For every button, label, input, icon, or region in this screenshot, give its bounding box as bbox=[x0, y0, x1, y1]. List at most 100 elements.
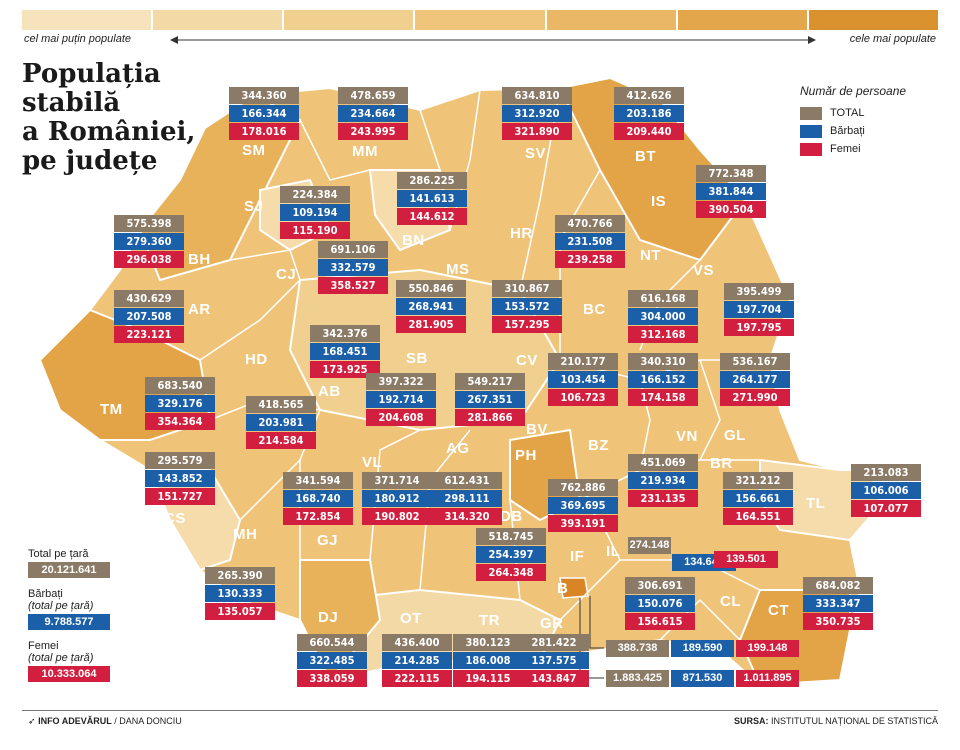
county-code-ph: PH bbox=[515, 447, 537, 464]
county-stack-tl: 213.083 106.006 107.077 bbox=[851, 464, 921, 518]
county-code-cv: CV bbox=[516, 352, 538, 369]
county-code-nt: NT bbox=[640, 247, 661, 264]
county-women: 214.584 bbox=[246, 432, 316, 449]
county-total: 549.217 bbox=[455, 373, 525, 390]
scale-segment bbox=[415, 10, 545, 30]
county-code-ms: MS bbox=[446, 261, 470, 278]
scale-segment bbox=[22, 10, 152, 30]
footer-divider bbox=[22, 710, 938, 731]
county-stack-ar: 430.629 207.508 223.121 bbox=[114, 290, 184, 344]
county-code-ag: AG bbox=[446, 440, 470, 457]
county-women: 243.995 bbox=[338, 123, 408, 140]
county-women: 107.077 bbox=[851, 500, 921, 517]
county-stack-cj: 691.106 332.579 358.527 bbox=[318, 241, 388, 295]
county-men: 279.360 bbox=[114, 233, 184, 250]
legend-item-men: Bărbați bbox=[800, 122, 950, 140]
county-stack-vl: 371.714 180.912 190.802 bbox=[362, 472, 432, 526]
county-stack-vn: 340.310 166.152 174.158 bbox=[628, 353, 698, 407]
county-women: 173.925 bbox=[310, 361, 380, 378]
county-stack-ph: 762.886 369.695 393.191 bbox=[548, 479, 618, 533]
county-total: 281.422 bbox=[519, 634, 589, 651]
county-women: 296.038 bbox=[114, 251, 184, 268]
legend: Număr de persoane TOTAL Bărbați Femei bbox=[800, 84, 950, 158]
county-men: 304.000 bbox=[628, 308, 698, 325]
scale-left-label: cel mai puțin populate bbox=[24, 33, 132, 45]
county-men: 130.333 bbox=[205, 585, 275, 602]
county-il-women: 139.501 bbox=[714, 551, 778, 568]
county-women: 178.016 bbox=[229, 123, 299, 140]
county-stack-dj: 660.544 322.485 338.059 bbox=[297, 634, 367, 688]
county-women: 151.727 bbox=[145, 488, 215, 505]
county-total: 536.167 bbox=[720, 353, 790, 370]
county-men: 333.347 bbox=[803, 595, 873, 612]
county-code-br: BR bbox=[710, 455, 733, 472]
county-women: 106.723 bbox=[548, 389, 618, 406]
source-strong: SURSA: bbox=[733, 716, 769, 726]
county-stack-tr: 380.123 186.008 194.115 bbox=[453, 634, 523, 688]
national-totals: Total pe țară 20.121.641 Bărbați (total … bbox=[28, 548, 208, 692]
county-men: 329.176 bbox=[145, 395, 215, 412]
legend-item-total: TOTAL bbox=[800, 104, 950, 122]
county-total: 342.376 bbox=[310, 325, 380, 342]
scale-segment bbox=[284, 10, 414, 30]
county-total: 295.579 bbox=[145, 452, 215, 469]
county-men: 192.714 bbox=[366, 391, 436, 408]
county-stack-bh: 575.398 279.360 296.038 bbox=[114, 215, 184, 269]
county-women: 281.905 bbox=[396, 316, 466, 333]
county-total: 762.886 bbox=[548, 479, 618, 496]
men-sub: (total pe țară) bbox=[28, 600, 94, 612]
county-women: 172.854 bbox=[283, 508, 353, 525]
county-total: 286.225 bbox=[397, 172, 467, 189]
county-if-total: 388.738 bbox=[606, 640, 669, 657]
legend-title: Număr de persoane bbox=[800, 84, 907, 98]
county-men: 234.664 bbox=[338, 105, 408, 122]
county-total: 684.082 bbox=[803, 577, 873, 594]
county-men: 156.661 bbox=[723, 490, 793, 507]
county-code-ar: AR bbox=[188, 301, 211, 318]
county-stack-ab: 342.376 168.451 173.925 bbox=[310, 325, 380, 379]
county-women: 390.504 bbox=[696, 201, 766, 218]
county-code-if: IF bbox=[570, 548, 585, 565]
county-total: 575.398 bbox=[114, 215, 184, 232]
county-total: 418.565 bbox=[246, 396, 316, 413]
county-men: 103.454 bbox=[548, 371, 618, 388]
county-women: 115.190 bbox=[280, 222, 350, 239]
county-code-tm: TM bbox=[100, 401, 123, 418]
county-code-vn: VN bbox=[676, 428, 698, 445]
county-men: 153.572 bbox=[492, 298, 562, 315]
legend-swatch bbox=[800, 124, 822, 138]
county-stack-sm: 344.360 166.344 178.016 bbox=[229, 87, 299, 141]
county-stack-gr: 281.422 137.575 143.847 bbox=[519, 634, 589, 688]
county-total: 436.400 bbox=[382, 634, 452, 651]
county-men: 207.508 bbox=[114, 308, 184, 325]
county-men: 109.194 bbox=[280, 204, 350, 221]
county-stack-hd: 418.565 203.981 214.584 bbox=[246, 396, 316, 450]
county-women: 239.258 bbox=[555, 251, 625, 268]
county-if-men: 189.590 bbox=[671, 640, 734, 657]
county-stack-vs: 395.499 197.704 197.795 bbox=[724, 283, 794, 337]
county-code-bv: BV bbox=[526, 421, 548, 438]
credit: ➶ INFO ADEVĂRUL / DANA DONCIU bbox=[28, 716, 182, 727]
county-stack-bn: 286.225 141.613 144.612 bbox=[397, 172, 467, 226]
county-stack-ct: 684.082 333.347 350.735 bbox=[803, 577, 873, 631]
county-code-bn: BN bbox=[402, 232, 425, 249]
county-women: 281.866 bbox=[455, 409, 525, 426]
county-stack-bv: 549.217 267.351 281.866 bbox=[455, 373, 525, 427]
county-stack-br: 451.069 219.934 231.135 bbox=[628, 454, 698, 508]
county-men: 381.844 bbox=[696, 183, 766, 200]
county-women: 314.320 bbox=[432, 508, 502, 525]
county-code-gl: GL bbox=[724, 427, 746, 444]
county-stack-gj: 341.594 168.740 172.854 bbox=[283, 472, 353, 526]
county-total: 412.626 bbox=[614, 87, 684, 104]
county-stack-ag: 612.431 298.111 314.320 bbox=[432, 472, 502, 526]
county-total: 616.168 bbox=[628, 290, 698, 307]
county-women: 144.612 bbox=[397, 208, 467, 225]
county-women: 338.059 bbox=[297, 670, 367, 687]
county-code-tr: TR bbox=[479, 612, 500, 629]
county-total: 395.499 bbox=[724, 283, 794, 300]
county-men: 143.852 bbox=[145, 470, 215, 487]
county-b-women: 1.011.895 bbox=[736, 670, 799, 687]
bird-logo-icon: ➶ bbox=[28, 716, 36, 726]
women-label: Femei bbox=[28, 640, 59, 652]
county-women: 135.057 bbox=[205, 603, 275, 620]
